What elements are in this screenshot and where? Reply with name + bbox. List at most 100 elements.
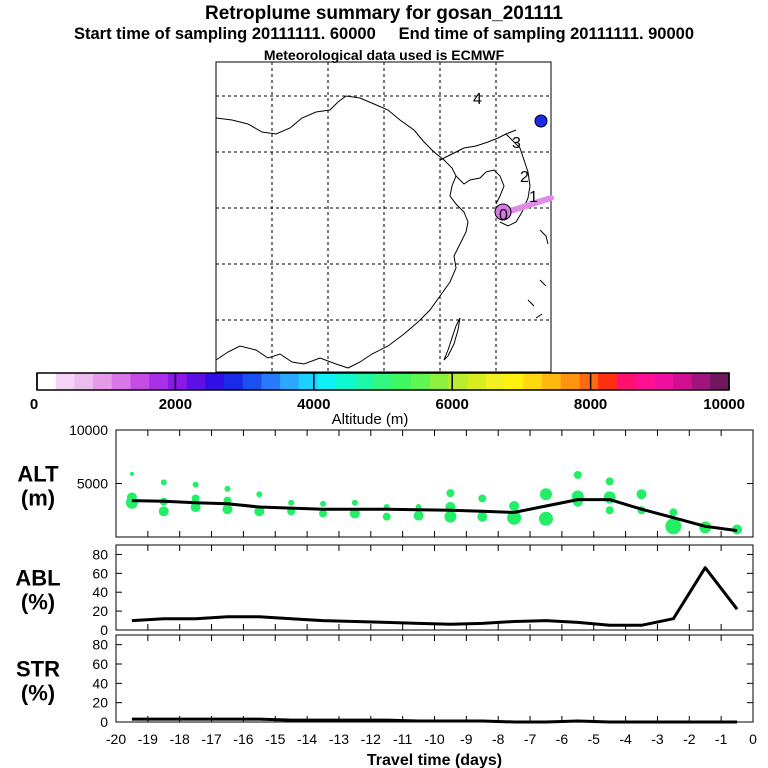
scatter-point <box>320 500 327 507</box>
panel-abl: 0 20 40 60 80 ABL(%) <box>15 544 754 638</box>
scatter-point <box>254 506 265 517</box>
colorbar-segment <box>392 373 412 390</box>
y-tick-label: 60 <box>92 656 108 672</box>
colorbar-segment <box>336 373 356 390</box>
day-4-plume-marker <box>534 114 548 128</box>
day-label-2: 2 <box>520 169 529 186</box>
colorbar-segment <box>635 373 655 390</box>
colorbar-axis-label: Altitude (m) <box>332 411 409 428</box>
day-0-plume-marker <box>494 203 512 221</box>
scatter-point <box>288 499 295 506</box>
x-tick-label: -6 <box>556 731 569 747</box>
x-tick-label: -12 <box>361 731 381 747</box>
panel-frame <box>115 634 754 723</box>
scatter-point <box>539 488 552 501</box>
colorbar-segment <box>429 373 450 390</box>
x-tick-label: -16 <box>233 731 253 747</box>
colorbar-tick-label: 4000 <box>297 396 330 413</box>
scatter-point <box>605 506 614 515</box>
x-tick-label: -7 <box>524 731 537 747</box>
map-graticule <box>216 62 551 372</box>
y-tick-label: 5000 <box>77 476 108 492</box>
colorbar-segment <box>448 373 468 390</box>
x-tick-label: -17 <box>201 731 221 747</box>
colorbar-segment <box>598 373 618 390</box>
colorbar-segment <box>298 373 319 390</box>
y-tick-label: 60 <box>92 565 108 581</box>
colorbar-segment <box>186 373 206 390</box>
colorbar-segment <box>261 373 281 390</box>
colorbar-tick-label: 0 <box>30 396 38 413</box>
colorbar-segment <box>485 373 506 390</box>
colorbar-segment <box>167 373 188 390</box>
scatter-point <box>256 491 263 498</box>
colorbar-segment <box>130 373 150 390</box>
y-axis-label: ABL <box>15 566 60 591</box>
y-tick-label: 80 <box>92 637 108 653</box>
y-tick-label: 40 <box>92 584 108 600</box>
colorbar-tick-label: 6000 <box>436 396 469 413</box>
colorbar-segment <box>111 373 132 390</box>
colorbar-segment <box>354 373 375 390</box>
colorbar-segment <box>654 373 674 390</box>
colorbar-segment <box>672 373 693 390</box>
y-tick-label: 40 <box>92 675 108 691</box>
scatter-point <box>129 471 134 476</box>
x-tick-label: -10 <box>424 731 444 747</box>
scatter-point <box>190 502 201 513</box>
colorbar-segment <box>149 373 169 390</box>
colorbar-segment <box>242 373 263 390</box>
scatter-point <box>605 477 614 486</box>
y-tick-label: 80 <box>92 546 108 562</box>
y-axis-label: ALT <box>17 462 59 487</box>
colorbar-segment <box>504 373 524 390</box>
sampling-time-line: Start time of sampling 20111111. 60000 E… <box>73 25 695 43</box>
colorbar-segment <box>317 373 337 390</box>
met-data-line: Meteorological data used is ECMWF <box>263 47 505 63</box>
series-line-abl <box>131 566 739 627</box>
x-tick-label: -13 <box>329 731 349 747</box>
colorbar-segment <box>37 373 57 390</box>
colorbar-segment <box>411 373 431 390</box>
retroplume-map: 4 3 2 1 0 <box>215 61 554 373</box>
scatter-point <box>382 512 391 521</box>
colorbar-segment <box>560 373 580 390</box>
scatter-point <box>636 489 647 500</box>
panel-frame <box>115 429 754 538</box>
y-tick-label: 20 <box>92 603 108 619</box>
scatter-point <box>349 508 360 519</box>
colorbar-tick-label: 8000 <box>574 396 607 413</box>
colorbar-tick-label: 10000 <box>703 396 745 413</box>
x-tick-label: -8 <box>492 731 505 747</box>
scatter-point <box>573 470 582 479</box>
colorbar-segment <box>579 373 599 390</box>
scatter-point <box>669 508 678 517</box>
day-label-1: 1 <box>529 189 538 206</box>
scatter-point <box>509 500 520 511</box>
colorbar-segment <box>55 373 76 390</box>
y-axis-unit: (%) <box>21 681 55 706</box>
scatter-point <box>478 494 487 503</box>
y-tick-label: 0 <box>100 622 108 638</box>
colorbar-segment <box>280 373 300 390</box>
y-axis-unit: (%) <box>21 590 55 615</box>
colorbar-segment <box>467 373 487 390</box>
scatter-point <box>507 510 522 525</box>
x-tick-label: 0 <box>749 731 757 747</box>
altitude-colorbar: 0 2000 4000 6000 8000 10000 Altitude (m) <box>30 372 745 428</box>
y-axis-label: STR <box>16 657 60 682</box>
colorbar-tick-label: 2000 <box>159 396 192 413</box>
scatter-point <box>125 496 138 509</box>
x-tick-label: -19 <box>138 731 158 747</box>
series-line-str <box>131 717 738 724</box>
scatter-point <box>224 485 231 492</box>
colorbar-segment <box>616 373 637 390</box>
y-tick-label: 10000 <box>69 422 108 438</box>
colorbar-segment <box>541 373 562 390</box>
day-label-4: 4 <box>473 91 482 108</box>
scatter-point <box>538 511 553 526</box>
colorbar-segment <box>74 373 94 390</box>
x-axis-label: Travel time (days) <box>367 752 502 768</box>
